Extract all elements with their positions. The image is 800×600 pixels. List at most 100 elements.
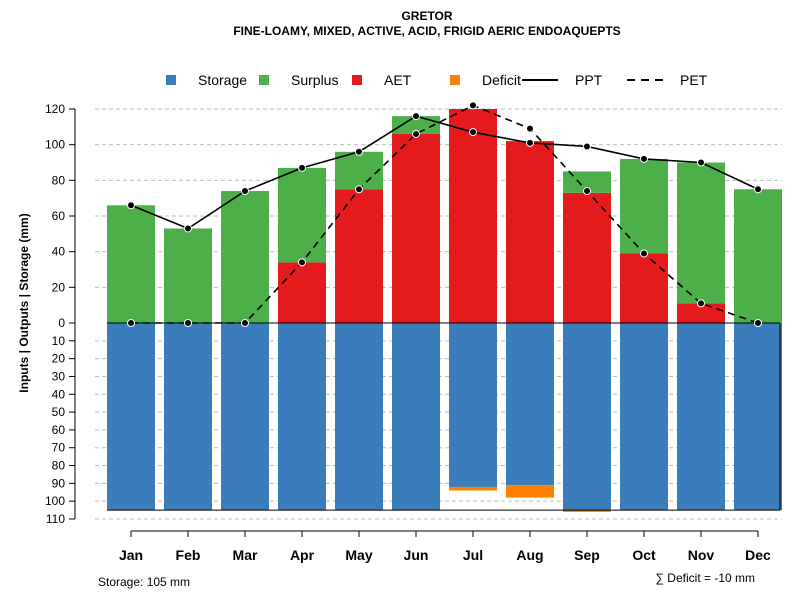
ppt-point: [697, 158, 705, 167]
surplus-bar: [335, 151, 383, 190]
x-tick-label: Feb: [176, 547, 201, 563]
y-tick-label: 120: [45, 102, 65, 116]
legend-label: Storage: [198, 72, 247, 88]
aet-bar: [392, 133, 440, 323]
y-tick-label: 100: [45, 494, 65, 508]
y-axis-title: Inputs | Outputs | Storage (mm): [17, 213, 31, 392]
pet-point: [754, 319, 762, 327]
ppt-point: [640, 154, 648, 163]
pet-point: [241, 319, 249, 327]
series-lines: [127, 101, 762, 327]
aet-bar: [677, 303, 725, 323]
x-tick-label: Mar: [233, 547, 258, 563]
x-tick-label: Jan: [119, 547, 143, 563]
x-tick-label: Dec: [745, 547, 771, 563]
ppt-point: [184, 224, 192, 233]
bars: [107, 109, 782, 512]
chart-subtitle: FINE-LOAMY, MIXED, ACTIVE, ACID, FRIGID …: [233, 24, 620, 38]
pet-point: [469, 101, 477, 110]
surplus-bar: [563, 171, 611, 193]
legend-swatch: [166, 75, 176, 85]
storage-bar: [734, 323, 782, 511]
surplus-bar: [221, 191, 269, 323]
aet-bar: [335, 189, 383, 323]
pet-point: [697, 299, 705, 308]
legend-label: Deficit: [482, 72, 521, 88]
y-tick-label: 110: [46, 512, 65, 526]
x-tick-label: Nov: [688, 547, 715, 563]
ppt-point: [526, 138, 534, 147]
x-tick-label: Aug: [516, 547, 543, 563]
y-tick-label: 20: [52, 280, 66, 294]
surplus-bar: [278, 167, 326, 263]
y-tick-label: 40: [52, 245, 66, 259]
legend-swatch: [352, 75, 362, 85]
legend-label: Surplus: [291, 72, 338, 88]
chart-title: GRETOR: [401, 9, 452, 23]
storage-footnote: Storage: 105 mm: [98, 575, 190, 589]
ppt-line: [130, 115, 759, 230]
legend: Storage Surplus AET Deficit PPT PET: [166, 72, 708, 88]
y-tick-label: 10: [52, 334, 66, 348]
legend-label: PET: [680, 72, 708, 88]
surplus-bar: [392, 116, 440, 134]
surplus-bar: [677, 162, 725, 304]
storage-bar: [563, 323, 611, 511]
storage-bar: [107, 323, 155, 511]
ppt-point: [127, 201, 135, 210]
storage-bar: [164, 323, 212, 511]
storage-bar: [677, 323, 725, 511]
aet-bar: [620, 253, 668, 323]
storage-bar: [449, 323, 497, 487]
storage-bar: [278, 323, 326, 511]
y-tick-label: 30: [52, 369, 66, 383]
ppt-point: [469, 128, 477, 137]
legend-swatch: [259, 75, 269, 85]
legend-swatch: [450, 75, 460, 85]
ppt-point: [754, 185, 762, 194]
x-tick-label: Sep: [574, 547, 600, 563]
aet-bar: [506, 141, 554, 323]
pet-point: [583, 187, 591, 196]
legend-label: PPT: [575, 72, 603, 88]
y-tick-label: 20: [52, 352, 66, 366]
x-axis: Jan Feb Mar Apr May Jun Jul Aug Sep Oct Nov Dec: [119, 530, 771, 563]
ppt-point: [298, 163, 306, 172]
pet-point: [298, 258, 306, 267]
storage-bar: [392, 323, 440, 511]
pet-line: [131, 104, 759, 324]
y-tick-label: 0: [58, 316, 65, 330]
aet-bar: [563, 192, 611, 323]
surplus-bar: [107, 205, 155, 323]
aet-bar: [449, 109, 497, 323]
x-tick-label: Oct: [632, 547, 656, 563]
pet-point: [355, 185, 363, 194]
pet-point: [526, 124, 534, 133]
y-tick-label: 100: [45, 138, 65, 152]
storage-bar: [620, 323, 668, 511]
y-tick-label: 40: [52, 387, 66, 401]
y-tick-label: 90: [52, 476, 66, 490]
y-tick-label: 80: [52, 459, 66, 473]
y-tick-label: 70: [52, 441, 66, 455]
pet-point: [412, 129, 420, 138]
ppt-point: [355, 147, 363, 156]
x-tick-label: Jul: [463, 547, 483, 563]
ppt-point: [583, 142, 591, 151]
x-tick-label: Jun: [404, 547, 429, 563]
y-axis: 0 20 40 60 80 100 120 10 20 30 40 50 60 70 80 90 100 110: [45, 102, 76, 526]
y-tick-label: 60: [52, 209, 66, 223]
ppt-point: [241, 187, 249, 196]
x-tick-label: Apr: [290, 547, 315, 563]
deficit-bar: [506, 485, 554, 498]
deficit-bar: [449, 486, 497, 491]
y-tick-label: 60: [52, 423, 66, 437]
legend-label: AET: [384, 72, 412, 88]
aet-bar: [278, 262, 326, 323]
pet-point: [640, 249, 648, 258]
storage-bar: [335, 323, 383, 511]
surplus-bar: [164, 228, 212, 323]
deficit-bar: [563, 510, 611, 512]
y-tick-label: 50: [52, 405, 66, 419]
